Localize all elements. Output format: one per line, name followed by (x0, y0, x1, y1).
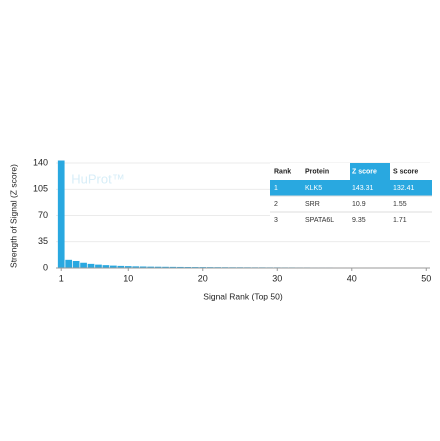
x-axis-label: Signal Rank (Top 50) (203, 291, 283, 301)
x-tick-label: 10 (123, 273, 133, 283)
x-tick-label: 1 (59, 273, 64, 283)
x-tick-label: 40 (347, 273, 357, 283)
bar (169, 266, 177, 268)
table-cell: 132.41 (393, 185, 415, 192)
table-cell: 143.31 (352, 185, 374, 192)
bar (65, 259, 73, 268)
table-header: Z score (352, 168, 377, 175)
y-tick-label: 35 (38, 236, 48, 246)
bar (57, 160, 65, 268)
bar (139, 266, 147, 268)
y-tick-label: 70 (38, 210, 48, 220)
x-tick-label: 30 (272, 273, 282, 283)
bar (117, 265, 125, 268)
table-cell: 1.71 (393, 217, 407, 224)
table-cell: 1 (274, 185, 278, 192)
y-tick-label: 105 (33, 184, 48, 194)
x-tick-label: 20 (198, 273, 208, 283)
table-header: Protein (305, 168, 329, 175)
table-cell: SPATA6L (305, 217, 334, 224)
table-cell: 9.35 (352, 217, 366, 224)
bar (72, 260, 80, 268)
y-axis-label: Strength of Signal (Z score) (8, 164, 18, 268)
y-tick-label: 0 (43, 262, 48, 272)
y-tick-label: 140 (33, 157, 48, 167)
watermark: HuProt™ (71, 171, 124, 186)
table-cell: SRR (305, 201, 320, 208)
table-header: S score (393, 168, 418, 175)
row-highlight (270, 180, 432, 196)
table-header: Rank (274, 168, 291, 175)
bar (154, 266, 162, 268)
table-cell: KLK5 (305, 185, 322, 192)
bar (124, 266, 132, 268)
bar (177, 266, 184, 268)
bar (102, 265, 110, 268)
bar (132, 266, 140, 268)
bar (110, 265, 117, 268)
table-cell: 3 (274, 217, 278, 224)
bar (147, 266, 154, 268)
bar (162, 266, 169, 268)
table-cell: 1.55 (393, 201, 407, 208)
bar (95, 264, 102, 268)
x-tick-label: 50 (421, 273, 431, 283)
bar (80, 262, 87, 268)
bar (87, 263, 95, 268)
table-cell: 2 (274, 201, 278, 208)
table-cell: 10.9 (352, 201, 366, 208)
header-highlight (350, 163, 390, 180)
